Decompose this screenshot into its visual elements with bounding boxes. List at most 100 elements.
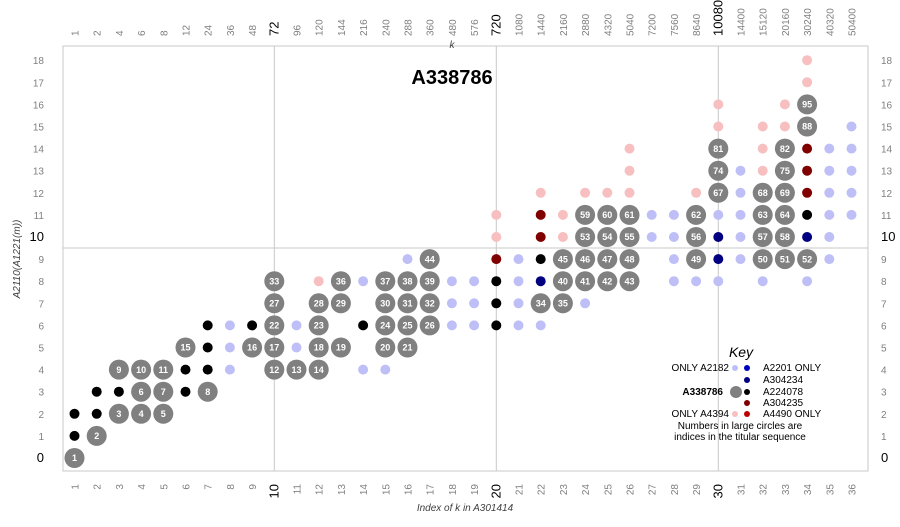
data-point-only-a4394 [757, 165, 768, 176]
data-point-a224078 [202, 342, 213, 353]
y-tick-right-label: 13 [881, 167, 893, 178]
x-tick-top-label: 2 [93, 30, 104, 36]
data-point-large [552, 271, 573, 292]
data-point-label: 32 [425, 299, 435, 309]
y-tick-left-label: 8 [38, 277, 44, 288]
data-point-large [774, 249, 795, 270]
legend-a304235-swatch [744, 400, 750, 406]
data-point-only-a2182 [513, 298, 524, 309]
data-point-label: 13 [291, 365, 301, 375]
data-point-a224078 [69, 430, 80, 441]
data-point-only-a4394 [580, 187, 591, 198]
data-point-only-a2182 [513, 276, 524, 287]
data-point-only-a2182 [291, 320, 302, 331]
data-point-only-a2182 [824, 209, 835, 220]
data-point-a304234 [802, 232, 813, 242]
data-point-a224078 [491, 276, 502, 287]
data-point-large [552, 293, 573, 314]
data-point-label: 57 [758, 232, 768, 242]
data-point-a304235 [491, 254, 502, 265]
data-point-only-a2182 [735, 232, 746, 242]
data-point-label: 37 [380, 276, 390, 286]
data-point-only-a4394 [802, 55, 813, 66]
y-tick-right-label: 9 [881, 255, 887, 266]
data-point-label: 56 [691, 232, 701, 242]
data-point-large [619, 249, 640, 270]
data-point-only-a4394 [779, 99, 790, 110]
x-tick-top-label: 288 [404, 19, 415, 36]
x-tick-top-label: 1440 [537, 13, 548, 36]
data-point-large [264, 337, 285, 358]
data-point-only-a2182 [446, 276, 457, 287]
data-point-large [308, 359, 329, 380]
data-point-label: 53 [580, 232, 590, 242]
data-point-only-a2182 [513, 320, 524, 331]
y-tick-left-label: 18 [33, 56, 45, 67]
data-point-large [308, 337, 329, 358]
data-point-only-a2182 [380, 364, 391, 375]
data-point-a224078 [202, 320, 213, 331]
data-point-label: 46 [580, 254, 590, 264]
data-point-only-a4394 [757, 121, 768, 132]
legend-note-line-2: indices in the titular sequence [674, 432, 806, 443]
x-tick-top-label: 20160 [781, 8, 792, 36]
data-point-large [308, 293, 329, 314]
data-point-a224078 [91, 386, 102, 397]
data-point-large [774, 160, 795, 181]
data-point-label: 4 [139, 409, 144, 419]
x-tick-bottom-label: 8 [226, 484, 237, 490]
data-point-a224078 [180, 386, 191, 397]
data-point-only-a2182 [846, 121, 857, 132]
data-point-label: 18 [314, 343, 324, 353]
x-tick-bottom-label: 3 [115, 484, 126, 490]
data-point-large [419, 249, 440, 270]
x-tick-top-label: 40320 [825, 8, 836, 36]
y-tick-left-label: 3 [38, 388, 44, 399]
data-point-label: 21 [402, 343, 412, 353]
y-tick-left-label: 17 [33, 78, 45, 89]
data-point-only-a2182 [469, 276, 480, 287]
y-tick-left-label: 4 [38, 366, 44, 377]
data-point-a304235 [535, 232, 546, 242]
data-point-a304235 [802, 143, 813, 154]
chart-title: A338786 [411, 67, 492, 89]
legend-only-a2182-label: ONLY A2182 [672, 363, 730, 374]
x-tick-bottom-label: 14 [359, 484, 370, 496]
data-point-large [264, 271, 285, 292]
data-point-label: 75 [780, 166, 790, 176]
data-point-label: 6 [139, 387, 144, 397]
data-point-label: 11 [159, 365, 169, 375]
data-point-only-a4394 [557, 232, 568, 242]
x-tick-top-label: 240 [381, 19, 392, 36]
data-point-large [686, 204, 707, 225]
x-tick-bottom-label: 1 [71, 484, 82, 490]
data-point-only-a2182 [846, 165, 857, 176]
data-point-only-a2182 [668, 254, 679, 265]
x-tick-top-label: 48 [248, 24, 259, 36]
data-point-label: 54 [602, 232, 612, 242]
y-axis-title: A2110(A1221(m)) [12, 220, 23, 300]
data-point-label: 63 [758, 210, 768, 220]
data-point-only-a4394 [602, 187, 613, 198]
x-tick-bottom-label: 31 [737, 484, 748, 496]
y-tick-right-label: 14 [881, 145, 893, 156]
x-axis-bottom-ticks: 1 2 3 4 5 6 7 8 9 10 11 12 13 14 15 16 17 18 19 20 21 22 23 24 2… [71, 484, 859, 499]
x-tick-bottom-label: 18 [448, 484, 459, 496]
x-tick-bottom-label: 21 [515, 484, 526, 496]
data-point-label: 50 [758, 254, 768, 264]
y-tick-left-label: 11 [34, 211, 45, 222]
data-point-only-a4394 [624, 143, 635, 154]
data-point-large [264, 359, 285, 380]
data-point-label: 27 [269, 299, 279, 309]
data-point-label: 26 [425, 321, 435, 331]
data-point-only-a2182 [224, 320, 235, 331]
x-tick-top-label: 15120 [759, 8, 770, 36]
x-tick-bottom-label: 32 [759, 484, 770, 496]
data-point-only-a4394 [802, 77, 813, 88]
data-point-a304234 [713, 254, 724, 265]
data-point-label: 67 [713, 188, 723, 198]
data-point-large [375, 271, 396, 292]
data-point-large [597, 204, 618, 225]
data-point-large [264, 293, 285, 314]
